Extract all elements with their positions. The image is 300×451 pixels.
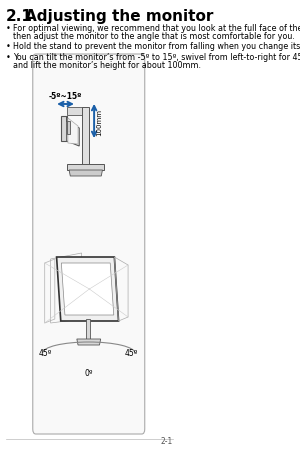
Text: Hold the stand to prevent the monitor from falling when you change its angle.: Hold the stand to prevent the monitor fr… — [13, 42, 300, 51]
Bar — [82, 108, 89, 166]
Polygon shape — [61, 263, 114, 315]
Text: •: • — [6, 24, 11, 33]
Polygon shape — [77, 339, 101, 345]
Bar — [67, 108, 83, 116]
Polygon shape — [67, 117, 79, 147]
Polygon shape — [68, 119, 78, 145]
Text: then adjust the monitor to the angle that is most comfortable for you.: then adjust the monitor to the angle tha… — [13, 32, 295, 41]
Text: Adjusting the monitor: Adjusting the monitor — [25, 9, 213, 24]
Text: 100mm: 100mm — [97, 108, 103, 135]
Polygon shape — [67, 165, 104, 170]
Text: 2-1: 2-1 — [160, 436, 173, 445]
Text: 0º: 0º — [85, 368, 93, 377]
Text: •: • — [6, 42, 11, 51]
Text: 45º: 45º — [39, 349, 52, 358]
Polygon shape — [67, 122, 70, 135]
Text: You can tilt the monitor’s from -5º to 15º, swivel from left-to-right for 45º ea: You can tilt the monitor’s from -5º to 1… — [13, 52, 300, 61]
FancyBboxPatch shape — [33, 55, 145, 434]
Text: •: • — [6, 52, 11, 61]
Polygon shape — [69, 170, 103, 177]
Text: and lift the monitor’s height for about 100mm.: and lift the monitor’s height for about … — [13, 61, 201, 69]
Text: -5º~15º: -5º~15º — [49, 92, 82, 101]
Polygon shape — [61, 117, 67, 142]
Bar — [86, 319, 90, 339]
Text: For optimal viewing, we recommend that you look at the full face of the monitor,: For optimal viewing, we recommend that y… — [13, 24, 300, 33]
Text: 2.1: 2.1 — [6, 9, 33, 24]
Polygon shape — [57, 258, 118, 321]
Text: 45º: 45º — [124, 349, 138, 358]
